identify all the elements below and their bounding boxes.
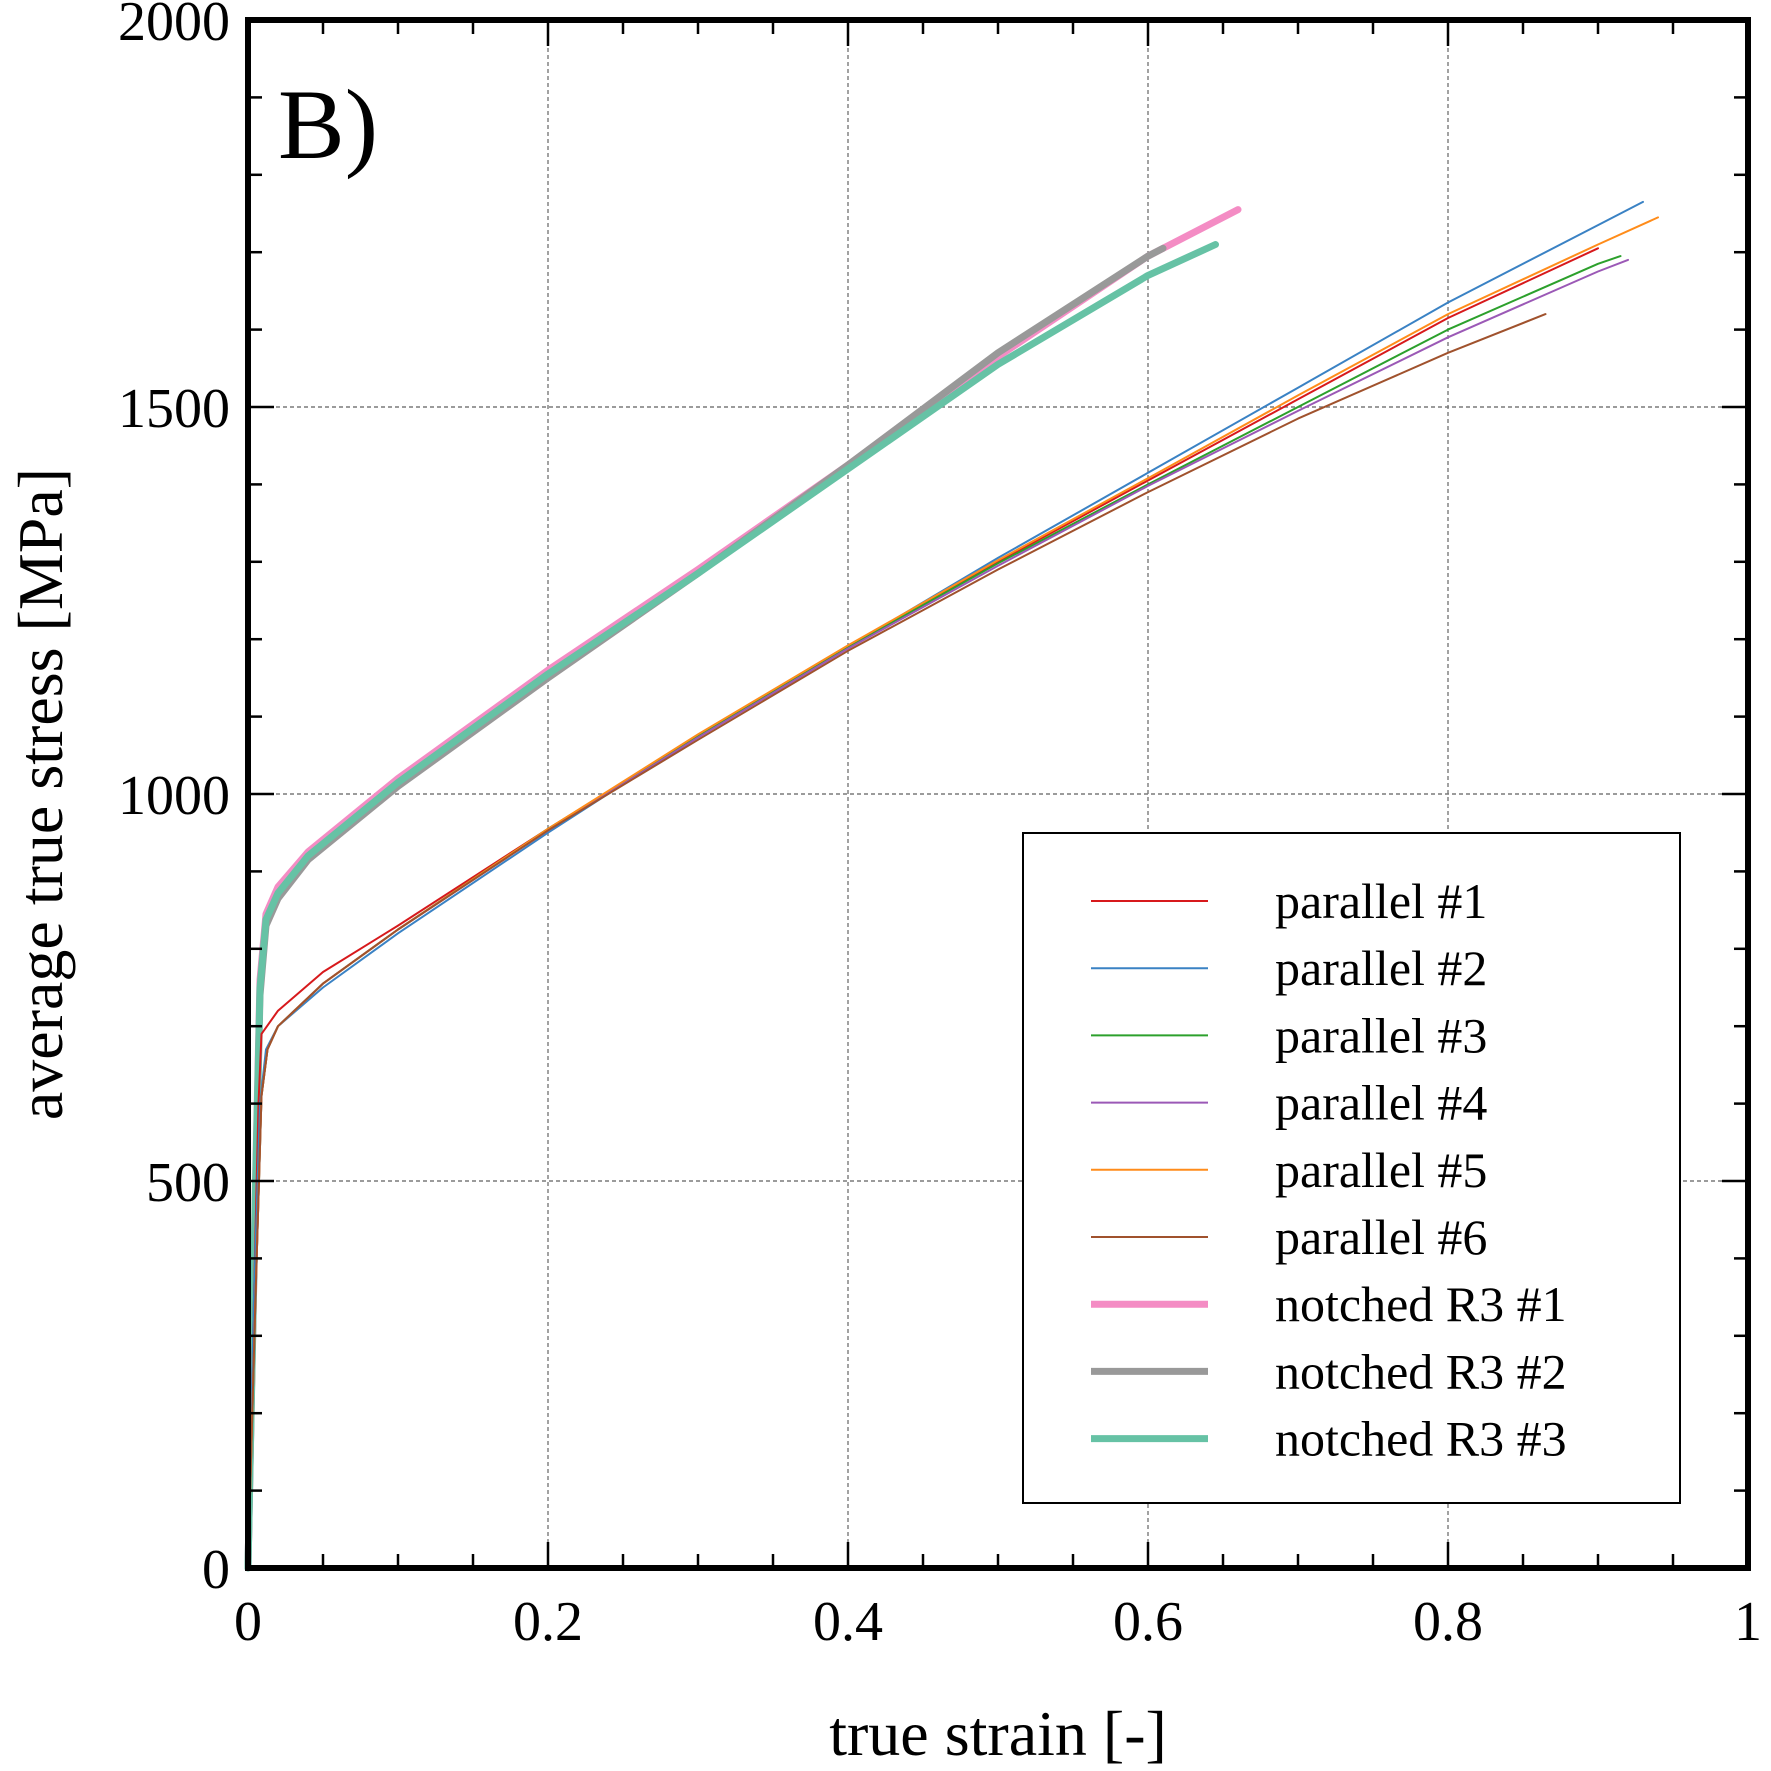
series-line-parallel-6 — [247, 313, 1547, 1569]
legend-label: notched R3 #3 — [1275, 1411, 1567, 1467]
y-tick-label: 500 — [146, 1152, 230, 1214]
y-axis-title: average true stress [MPa] — [5, 468, 76, 1120]
legend-box — [1022, 832, 1681, 1504]
series-line-notched-r3-3 — [244, 241, 1219, 1572]
legend-label: parallel #2 — [1275, 940, 1487, 996]
panel-label: B) — [278, 69, 378, 180]
legend-label: parallel #5 — [1275, 1142, 1487, 1198]
legend-label: notched R3 #2 — [1275, 1343, 1567, 1399]
legend-items: parallel #1 parallel #2 parallel #3 paralle… — [1091, 873, 1567, 1467]
x-axis-title: true strain [-] — [829, 1698, 1167, 1769]
x-tick-label: 0 — [234, 1591, 262, 1653]
legend-label: parallel #1 — [1275, 873, 1487, 929]
legend: parallel #1 parallel #2 parallel #3 paralle… — [1022, 832, 1681, 1504]
x-tick-label: 0.2 — [513, 1591, 583, 1653]
x-tick-label: 0.8 — [1413, 1591, 1483, 1653]
legend-label: parallel #6 — [1275, 1209, 1487, 1265]
y-tick-label: 1000 — [118, 765, 230, 827]
series-lines — [244, 200, 1659, 1572]
legend-label: parallel #3 — [1275, 1007, 1487, 1063]
legend-label: parallel #4 — [1275, 1075, 1487, 1131]
x-tick-label: 0.4 — [813, 1591, 883, 1653]
x-tick-labels: 0 0.2 0.4 0.6 0.8 1 — [234, 1591, 1762, 1653]
y-tick-label: 2000 — [118, 0, 230, 53]
y-tick-label: 0 — [202, 1539, 230, 1601]
y-tick-label: 1500 — [118, 378, 230, 440]
y-tick-labels: 0 500 1000 1500 2000 — [118, 0, 230, 1601]
x-tick-label: 0.6 — [1113, 1591, 1183, 1653]
plot-frame — [245, 17, 1751, 1571]
legend-label: notched R3 #1 — [1275, 1276, 1567, 1332]
x-tick-label: 1 — [1734, 1591, 1762, 1653]
